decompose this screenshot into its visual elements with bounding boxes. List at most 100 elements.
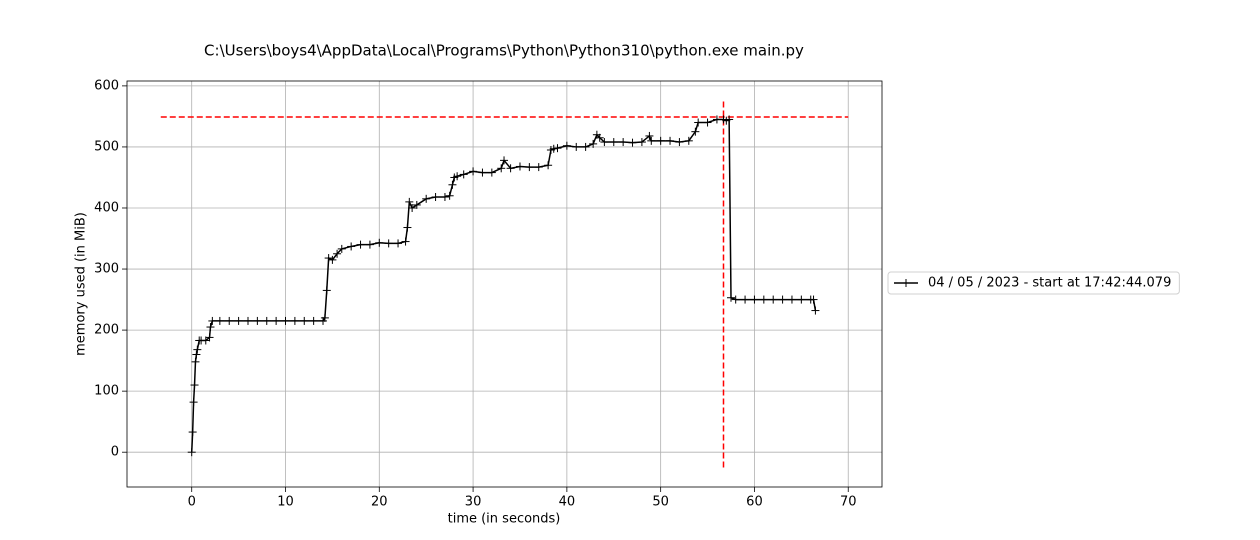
data-point — [656, 136, 665, 145]
y-tick-label: 400 — [94, 200, 119, 215]
data-point — [333, 249, 342, 258]
data-point — [215, 316, 224, 325]
data-point — [609, 138, 618, 147]
data-point — [401, 237, 410, 246]
data-point — [290, 316, 299, 325]
data-point — [243, 316, 252, 325]
data-point — [375, 238, 384, 247]
data-point — [797, 295, 806, 304]
data-point — [666, 136, 675, 145]
y-tick-label: 600 — [94, 78, 119, 93]
data-point — [589, 139, 598, 148]
data-point — [193, 345, 202, 354]
data-point — [731, 295, 740, 304]
data-point — [500, 156, 509, 165]
data-point — [205, 333, 214, 342]
y-tick-label: 100 — [94, 384, 119, 399]
data-point — [262, 316, 271, 325]
data-point — [637, 138, 646, 147]
data-point — [811, 306, 820, 315]
y-tick-label: 500 — [94, 139, 119, 154]
data-point — [647, 136, 656, 145]
data-point — [478, 168, 487, 177]
data-point — [253, 316, 262, 325]
data-point — [189, 398, 198, 407]
y-axis-label: memory used (in MiB) — [74, 212, 89, 356]
data-point — [408, 203, 417, 212]
data-point — [809, 295, 818, 304]
data-point — [320, 313, 329, 322]
x-tick-label: 60 — [746, 495, 763, 510]
data-point — [206, 323, 215, 332]
data-point — [365, 240, 374, 249]
data-point — [403, 223, 412, 232]
data-point — [750, 295, 759, 304]
data-point — [431, 193, 440, 201]
legend-marker — [902, 279, 910, 287]
x-tick-label: 30 — [465, 495, 482, 510]
data-point — [234, 316, 243, 325]
data-point — [324, 254, 333, 263]
data-point — [515, 162, 524, 171]
data-point — [506, 164, 515, 173]
legend: 04 / 05 / 2023 - start at 17:42:44.079 — [887, 271, 1180, 295]
data-point — [422, 194, 431, 203]
data-point — [595, 133, 604, 142]
data-point — [469, 167, 478, 176]
data-point — [675, 138, 684, 147]
data-point — [544, 161, 553, 170]
data-point — [741, 295, 750, 304]
data-point — [347, 242, 356, 251]
data-point — [191, 357, 200, 366]
data-point — [384, 239, 393, 248]
data-point — [725, 115, 734, 124]
data-point — [337, 244, 346, 253]
data-point — [562, 141, 571, 150]
data-point — [309, 316, 318, 325]
chart-title: C:\Users\boys4\AppData\Local\Programs\Py… — [204, 42, 804, 60]
data-point — [190, 381, 199, 390]
data-point — [440, 193, 449, 201]
data-point — [322, 286, 331, 295]
data-point — [394, 239, 403, 248]
data-point — [703, 118, 712, 127]
x-axis-label: time (in seconds) — [448, 512, 561, 527]
x-tick-label: 0 — [188, 495, 196, 510]
x-tick-label: 10 — [277, 495, 294, 510]
legend-box — [887, 271, 1180, 295]
data-point — [549, 144, 558, 153]
data-point — [572, 142, 581, 151]
data-point — [356, 240, 365, 249]
data-point — [208, 316, 217, 325]
data-point — [225, 316, 234, 325]
data-point — [581, 142, 590, 151]
plot-frame — [126, 80, 883, 488]
y-tick-label: 0 — [111, 445, 119, 460]
legend-label: 04 / 05 / 2023 - start at 17:42:44.079 — [928, 276, 1171, 291]
data-point — [453, 172, 462, 181]
data-point — [778, 295, 787, 304]
data-point — [300, 316, 309, 325]
data-point — [272, 316, 281, 325]
data-point — [187, 448, 196, 457]
data-point — [787, 295, 796, 304]
data-point — [759, 295, 768, 304]
x-tick-label: 50 — [652, 495, 669, 510]
data-point — [448, 180, 457, 189]
data-point — [684, 136, 693, 145]
data-point — [553, 144, 562, 153]
data-point — [281, 316, 290, 325]
data-point — [497, 164, 506, 173]
data-point — [534, 163, 543, 172]
data-point — [525, 163, 534, 172]
data-point — [188, 428, 197, 437]
x-tick-label: 40 — [559, 495, 576, 510]
data-point — [645, 131, 654, 140]
data-point — [405, 197, 414, 206]
data-point — [694, 118, 703, 127]
data-point — [412, 200, 421, 209]
x-tick-label: 20 — [371, 495, 388, 510]
data-point — [487, 168, 496, 177]
